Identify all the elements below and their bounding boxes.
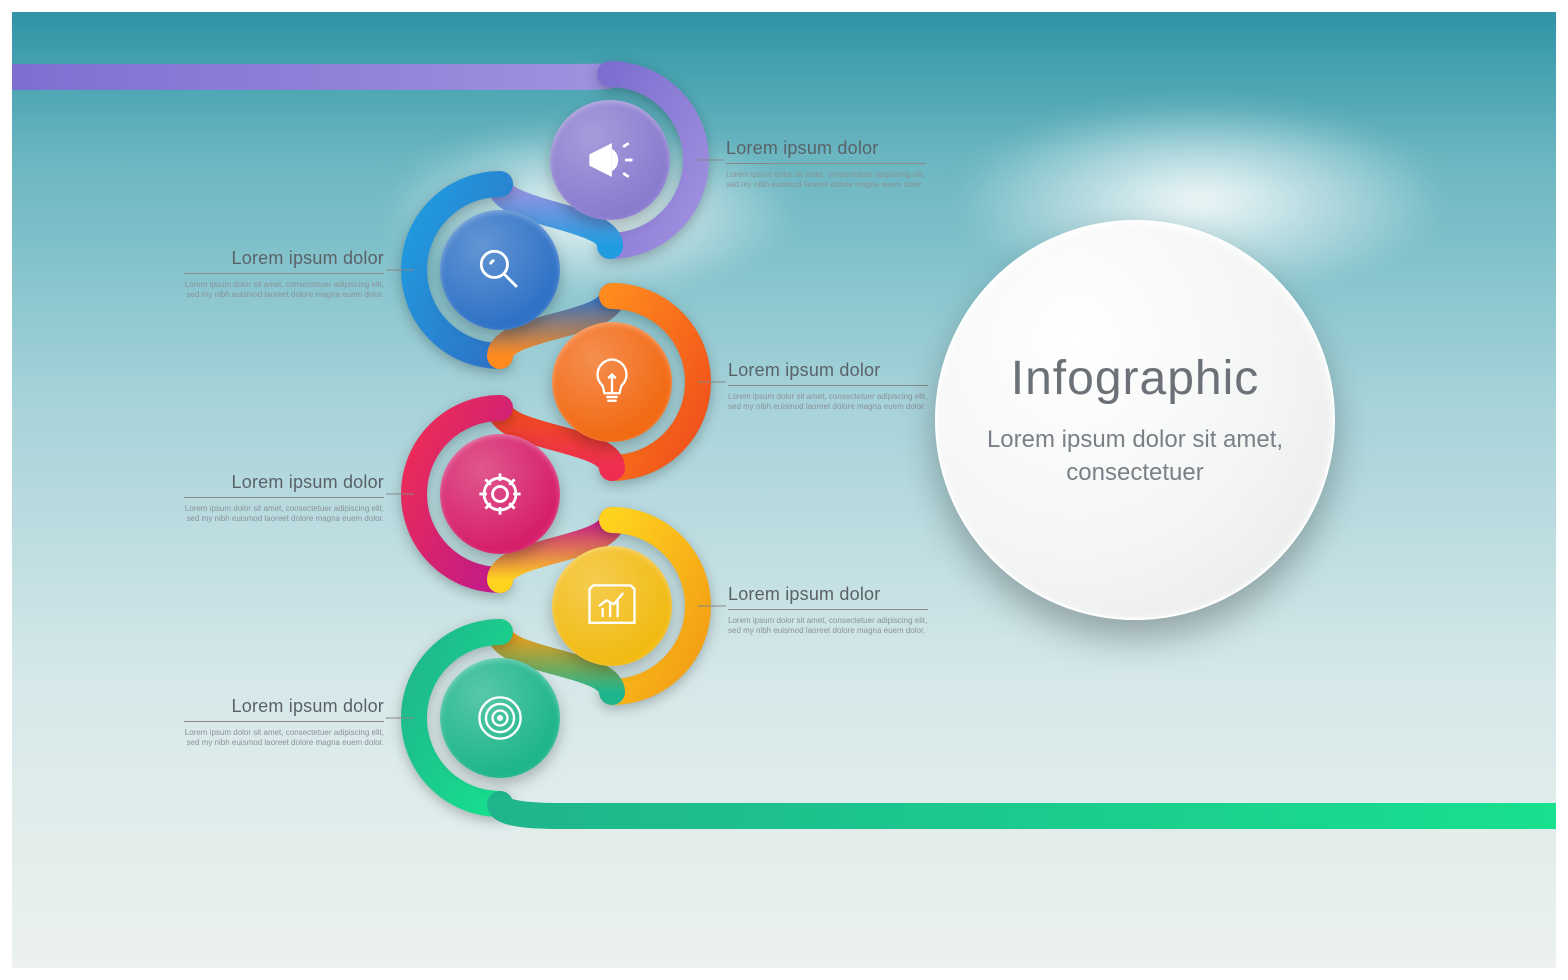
gear-icon [440,434,560,554]
step-label-title: Lorem ipsum dolor [184,248,384,274]
step-label-body: Lorem ipsum dolor sit amet, consectetuer… [726,170,926,191]
step-label-title: Lorem ipsum dolor [728,360,928,386]
step-label-1: Lorem ipsum dolor Lorem ipsum dolor sit a… [184,248,384,301]
main-title: Infographic [1011,351,1260,406]
step-node-4 [552,546,672,666]
step-label-2: Lorem ipsum dolor Lorem ipsum dolor sit a… [728,360,928,413]
megaphone-icon [550,100,670,220]
step-node-0 [550,100,670,220]
step-label-title: Lorem ipsum dolor [728,584,928,610]
step-label-body: Lorem ipsum dolor sit amet, consectetuer… [184,280,384,301]
step-label-4: Lorem ipsum dolor Lorem ipsum dolor sit a… [728,584,928,637]
step-label-title: Lorem ipsum dolor [184,472,384,498]
infographic-canvas: Lorem ipsum dolor Lorem ipsum dolor sit a… [0,0,1568,980]
step-node-2 [552,322,672,442]
main-subtitle: Lorem ipsum dolor sit amet, consectetuer [975,424,1295,489]
bulb-icon [552,322,672,442]
step-node-5 [440,658,560,778]
step-label-body: Lorem ipsum dolor sit amet, consectetuer… [728,392,928,413]
main-title-circle: Infographic Lorem ipsum dolor sit amet, … [935,220,1335,620]
search-icon [440,210,560,330]
step-label-body: Lorem ipsum dolor sit amet, consectetuer… [184,728,384,749]
chart-icon [552,546,672,666]
step-label-title: Lorem ipsum dolor [726,138,926,164]
step-label-3: Lorem ipsum dolor Lorem ipsum dolor sit a… [184,472,384,525]
step-node-1 [440,210,560,330]
step-label-body: Lorem ipsum dolor sit amet, consectetuer… [184,504,384,525]
step-node-3 [440,434,560,554]
step-label-0: Lorem ipsum dolor Lorem ipsum dolor sit a… [726,138,926,191]
step-label-body: Lorem ipsum dolor sit amet, consectetuer… [728,616,928,637]
step-label-title: Lorem ipsum dolor [184,696,384,722]
target-icon [440,658,560,778]
step-label-5: Lorem ipsum dolor Lorem ipsum dolor sit a… [184,696,384,749]
